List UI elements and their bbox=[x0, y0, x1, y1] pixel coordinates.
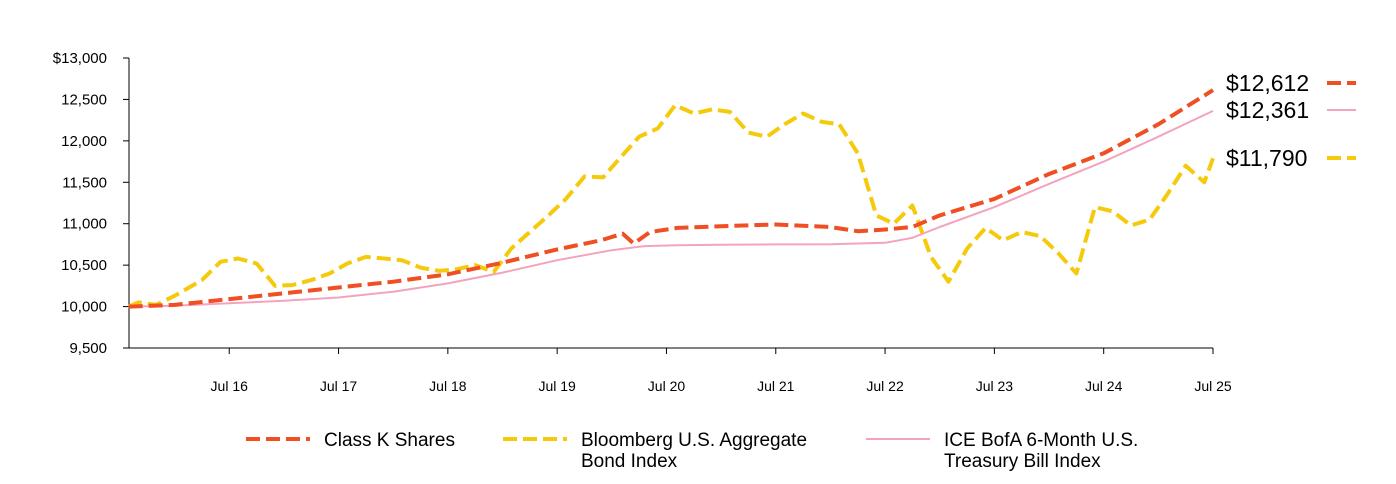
x-tick-label: Jul 16 bbox=[211, 378, 249, 394]
end-label: $12,612 bbox=[1226, 70, 1309, 96]
y-tick-label: $13,000 bbox=[53, 50, 107, 67]
legend-label-bloomberg: Bloomberg U.S. Aggregate Bond Index bbox=[581, 430, 808, 472]
y-tick-label: 10,000 bbox=[61, 299, 107, 316]
legend-item-ice-bofa: ICE BofA 6-Month U.S. Treasury Bill Inde… bbox=[866, 430, 1204, 472]
series-line-0 bbox=[128, 88, 1215, 309]
series-lines bbox=[127, 88, 1215, 309]
end-labels: $12,612$12,361 $11,790 bbox=[1226, 70, 1356, 171]
x-tick-label: Jul 23 bbox=[976, 378, 1014, 394]
y-tick-label: 9,500 bbox=[69, 340, 107, 357]
legend-swatch-class-k bbox=[246, 437, 310, 441]
end-label: $12,361 bbox=[1226, 97, 1309, 123]
x-tick-label: Jul 22 bbox=[866, 378, 904, 394]
legend: Class K Shares Bloomberg U.S. Aggregate … bbox=[0, 430, 1396, 480]
x-tick-label: Jul 17 bbox=[320, 378, 358, 394]
series-line-1 bbox=[127, 103, 1215, 309]
x-tick-label: Jul 21 bbox=[757, 378, 795, 394]
legend-item-bloomberg: Bloomberg U.S. Aggregate Bond Index bbox=[503, 430, 841, 472]
axes: $13,000 12,500 12,000 11,500 11,000 10,500 10,… bbox=[53, 50, 1232, 394]
x-tick-label: Jul 24 bbox=[1085, 378, 1123, 394]
series-line-2 bbox=[128, 109, 1214, 308]
legend-item-class-k: Class K Shares bbox=[246, 430, 584, 451]
legend-label-ice-bofa: ICE BofA 6-Month U.S. Treasury Bill Inde… bbox=[944, 430, 1139, 472]
y-tick-label: 11,000 bbox=[62, 216, 107, 233]
x-tick-label: Jul 19 bbox=[538, 378, 576, 394]
y-tick-label: 11,500 bbox=[62, 174, 107, 191]
y-tick-label: 12,500 bbox=[61, 91, 107, 108]
x-tick-label: Jul 25 bbox=[1194, 378, 1232, 394]
y-tick-label: 12,000 bbox=[61, 133, 107, 150]
end-label: $11,790 bbox=[1226, 145, 1307, 171]
y-tick-label: 10,500 bbox=[61, 257, 107, 274]
legend-label-class-k: Class K Shares bbox=[324, 430, 455, 451]
x-tick-label: Jul 20 bbox=[648, 378, 686, 394]
x-tick-label: Jul 18 bbox=[429, 378, 467, 394]
legend-swatch-ice-bofa bbox=[866, 438, 930, 440]
legend-swatch-bloomberg bbox=[503, 437, 567, 441]
